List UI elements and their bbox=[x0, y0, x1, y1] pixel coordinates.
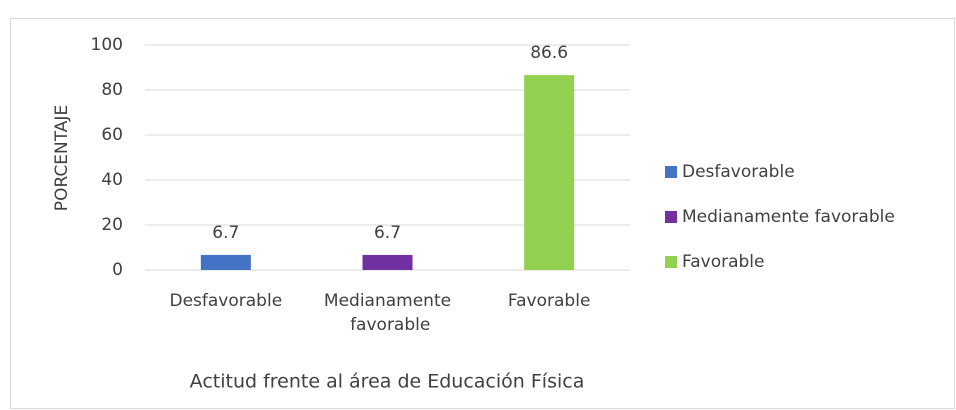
x-tick-label: Desfavorable bbox=[170, 291, 283, 311]
y-tick-label: 60 bbox=[101, 125, 123, 145]
y-tick-label: 20 bbox=[101, 215, 123, 235]
data-label: 6.7 bbox=[374, 223, 401, 243]
x-tick-label: Favorable bbox=[508, 291, 590, 311]
legend-label: Medianamente favorable bbox=[682, 207, 895, 227]
bar bbox=[524, 75, 575, 271]
legend-label: Desfavorable bbox=[682, 162, 795, 182]
x-axis-label: Actitud frente al área de Educación Físi… bbox=[190, 371, 585, 393]
bar bbox=[362, 254, 413, 270]
y-tick-label: 80 bbox=[101, 80, 123, 100]
chart-frame bbox=[10, 18, 955, 409]
y-axis-label: PORCENTAJE bbox=[52, 105, 72, 211]
bar bbox=[200, 254, 251, 270]
legend-swatch bbox=[665, 256, 677, 268]
x-tick-label: Medianamente favorable bbox=[324, 291, 451, 335]
legend-swatch bbox=[665, 211, 677, 223]
data-label: 6.7 bbox=[212, 223, 239, 243]
legend-label: Favorable bbox=[682, 252, 764, 272]
y-tick-label: 0 bbox=[112, 260, 123, 280]
legend-swatch bbox=[665, 166, 677, 178]
y-tick-label: 100 bbox=[91, 35, 123, 55]
data-label: 86.6 bbox=[530, 43, 568, 63]
y-tick-label: 40 bbox=[101, 170, 123, 190]
